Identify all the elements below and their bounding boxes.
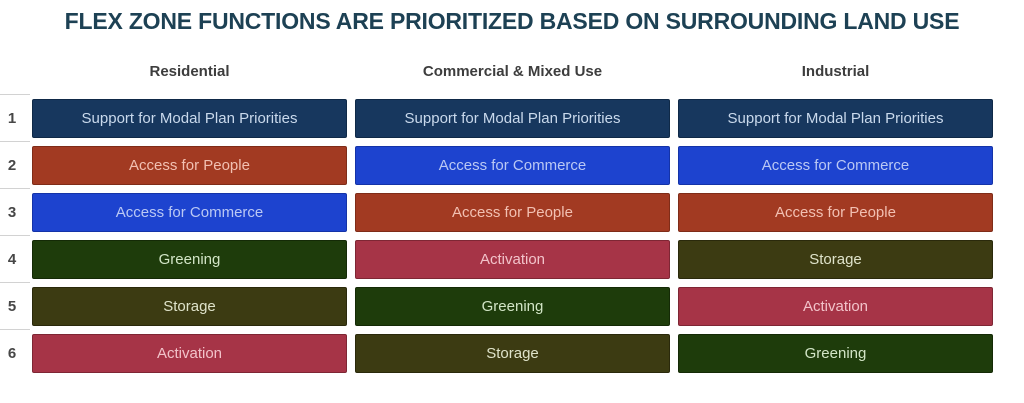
function-bar-greening: Greening (678, 334, 993, 373)
function-bar-greening: Greening (355, 287, 670, 326)
column-header-commercial-mixed-use: Commercial & Mixed Use (422, 63, 603, 80)
function-bar-access-for-people: Access for People (355, 193, 670, 232)
table-row: 3 Access for Commerce Access for People Acc… (0, 188, 1024, 232)
table-row: 1 Support for Modal Plan Priorities Suppor… (0, 94, 1024, 138)
rank-label: 2 (0, 141, 30, 185)
function-bar-storage: Storage (678, 240, 993, 279)
column-header-row: Residential Commercial & Mixed Use Industr… (0, 62, 1024, 82)
rank-label: 1 (0, 94, 30, 138)
figure-title: FLEX ZONE FUNCTIONS ARE PRIORITIZED BASE… (64, 8, 960, 34)
priority-rows: 1 Support for Modal Plan Priorities Suppor… (0, 94, 1024, 373)
rank-label: 3 (0, 188, 30, 232)
function-bar-support-for-modal-plan-priorities: Support for Modal Plan Priorities (32, 99, 347, 138)
function-bar-activation: Activation (32, 334, 347, 373)
function-bar-access-for-people: Access for People (678, 193, 993, 232)
table-row: 5 Storage Greening Activation (0, 282, 1024, 326)
function-bar-support-for-modal-plan-priorities: Support for Modal Plan Priorities (355, 99, 670, 138)
function-bar-activation: Activation (678, 287, 993, 326)
function-bar-access-for-commerce: Access for Commerce (678, 146, 993, 185)
function-bar-access-for-commerce: Access for Commerce (355, 146, 670, 185)
function-bar-activation: Activation (355, 240, 670, 279)
rank-label: 5 (0, 282, 30, 326)
table-row: 4 Greening Activation Storage (0, 235, 1024, 279)
function-bar-access-for-people: Access for People (32, 146, 347, 185)
priority-table: Residential Commercial & Mixed Use Industr… (0, 62, 1024, 373)
column-header-residential: Residential (149, 63, 230, 80)
function-bar-storage: Storage (355, 334, 670, 373)
table-row: 6 Activation Storage Greening (0, 329, 1024, 373)
function-bar-support-for-modal-plan-priorities: Support for Modal Plan Priorities (678, 99, 993, 138)
function-bar-access-for-commerce: Access for Commerce (32, 193, 347, 232)
column-header-industrial: Industrial (801, 63, 870, 80)
function-bar-storage: Storage (32, 287, 347, 326)
function-bar-greening: Greening (32, 240, 347, 279)
rank-label: 6 (0, 329, 30, 373)
rank-label: 4 (0, 235, 30, 279)
table-row: 2 Access for People Access for Commerce Acc… (0, 141, 1024, 185)
rank-gutter-spacer (0, 62, 24, 82)
